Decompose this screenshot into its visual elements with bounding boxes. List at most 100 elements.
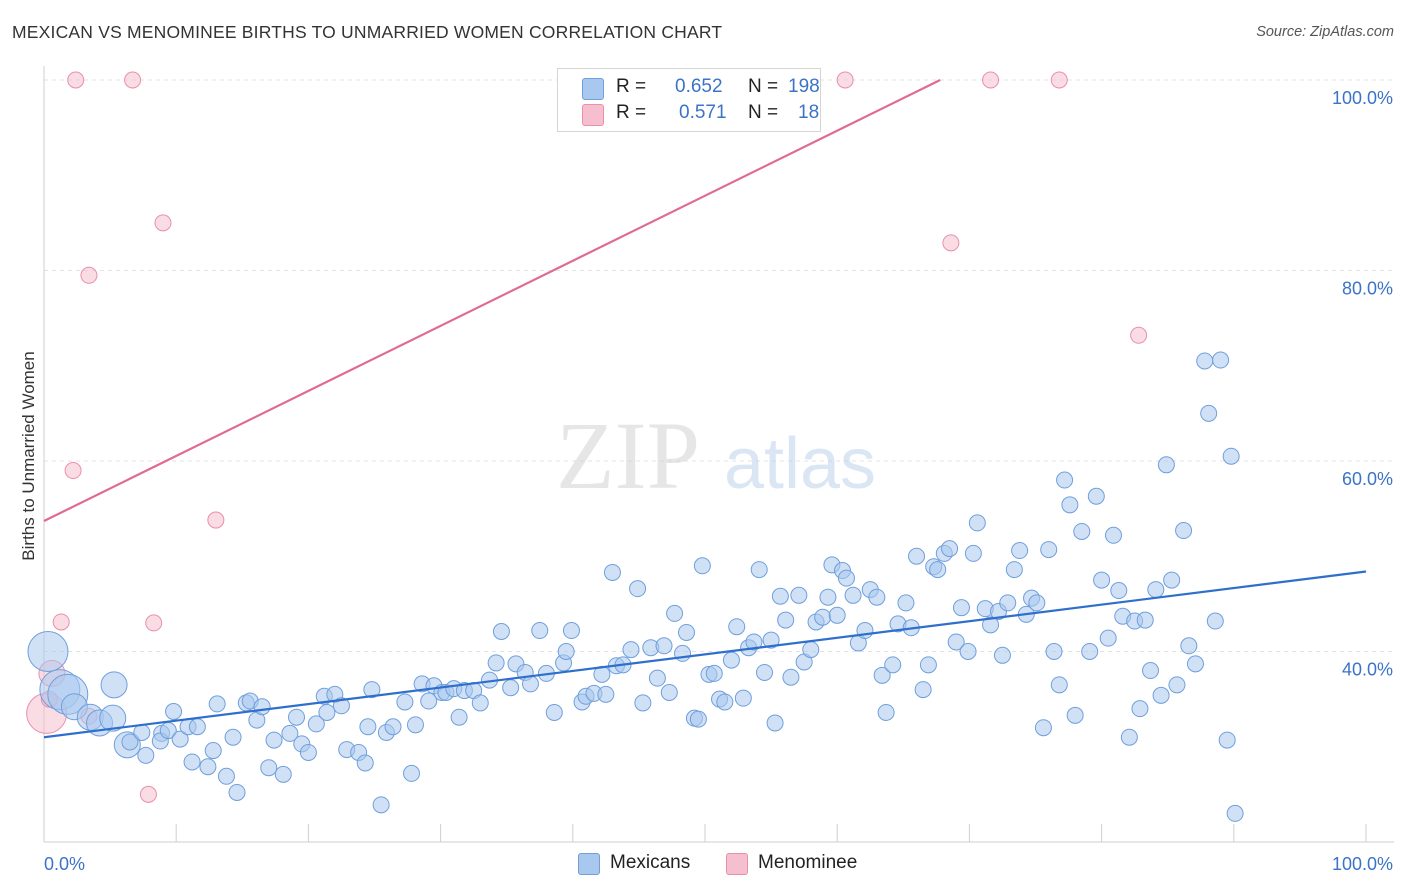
mexicans-point bbox=[629, 580, 647, 598]
mexicans-point bbox=[1093, 571, 1111, 589]
mexicans-point bbox=[299, 743, 317, 761]
mexicans-point bbox=[502, 679, 520, 697]
legend-n-label: N = bbox=[748, 102, 779, 123]
mexicans-point bbox=[1011, 542, 1029, 560]
mexicans-point bbox=[487, 654, 505, 672]
mexicans-point bbox=[1186, 655, 1204, 673]
mexicans-point bbox=[941, 540, 959, 558]
menominee-point bbox=[982, 71, 1000, 89]
mexicans-point bbox=[705, 664, 723, 682]
mexicans-point bbox=[873, 666, 891, 684]
bottom-legend-swatch-blue bbox=[578, 853, 600, 875]
mexicans-point bbox=[693, 557, 711, 575]
legend-n-value: 198 bbox=[788, 76, 820, 97]
mexicans-point bbox=[100, 671, 128, 699]
menominee-point bbox=[836, 71, 854, 89]
mexicans-point bbox=[363, 681, 381, 699]
mexicans-point bbox=[716, 693, 734, 711]
chart-title: MEXICAN VS MENOMINEE BIRTHS TO UNMARRIED… bbox=[12, 22, 723, 42]
mexicans-point bbox=[968, 514, 986, 532]
mexicans-point bbox=[844, 586, 862, 604]
mexicans-point bbox=[908, 547, 926, 565]
mexicans-point bbox=[634, 694, 652, 712]
mexicans-point bbox=[99, 704, 127, 732]
legend-n-label: N = bbox=[748, 76, 779, 97]
mexicans-point bbox=[1218, 731, 1236, 749]
mexicans-point bbox=[318, 703, 336, 721]
mexicans-point bbox=[384, 718, 402, 736]
mexicans-point bbox=[603, 563, 621, 581]
mexicans-point bbox=[919, 656, 937, 674]
mexicans-point bbox=[27, 631, 69, 672]
mexicans-point bbox=[372, 796, 390, 814]
mexicans-point bbox=[281, 724, 299, 742]
menominee-point bbox=[80, 266, 98, 284]
mexicans-point bbox=[982, 616, 1000, 634]
menominee-point bbox=[207, 511, 225, 529]
mexicans-point bbox=[622, 641, 640, 659]
mexicans-point bbox=[183, 753, 201, 771]
mexicans-point bbox=[406, 716, 424, 734]
mexicans-point bbox=[1073, 522, 1091, 540]
mexicans-point bbox=[403, 764, 421, 782]
legend: R = 0.652 N = 198 R = 0.571 N = 18 bbox=[557, 68, 821, 132]
mexicans-point bbox=[274, 765, 292, 783]
mexicans-point bbox=[396, 693, 414, 711]
x-tick-label-100: 100.0% bbox=[1332, 854, 1393, 874]
mexicans-point bbox=[359, 718, 377, 736]
mexicans-point bbox=[199, 758, 217, 776]
mexicans-point bbox=[121, 733, 139, 751]
mexicans-point bbox=[356, 754, 374, 772]
mexicans-point bbox=[332, 697, 350, 715]
mexicans-point bbox=[228, 783, 246, 801]
mexicans-point bbox=[814, 608, 832, 626]
mexicans-point bbox=[562, 622, 580, 640]
bottom-legend-label-mexicans: Mexicans bbox=[610, 852, 691, 873]
mexicans-point bbox=[133, 723, 151, 741]
mexicans-point bbox=[1206, 612, 1224, 630]
y-axis-title: Births to Unmarried Women bbox=[19, 351, 38, 560]
bottom-legend-swatch-pink bbox=[726, 853, 748, 875]
mexicans-point bbox=[868, 588, 886, 606]
mexicans-point bbox=[856, 622, 874, 640]
mexicans-point bbox=[260, 759, 278, 777]
mexicans-point bbox=[728, 618, 746, 636]
mexicans-point bbox=[1175, 522, 1193, 540]
mexicans-point bbox=[677, 623, 695, 641]
mexicans-point bbox=[755, 663, 773, 681]
legend-n-value: 18 bbox=[798, 102, 820, 123]
mexicans-point bbox=[762, 631, 780, 649]
legend-swatch-blue bbox=[582, 78, 604, 100]
mexicans-point bbox=[802, 641, 820, 659]
bottom-legend-label-menominee: Menominee bbox=[758, 852, 858, 873]
menominee-point bbox=[52, 613, 70, 631]
mexicans-point bbox=[1028, 594, 1046, 612]
mexicans-point bbox=[307, 715, 325, 733]
mexicans-point bbox=[265, 731, 283, 749]
mexicans-point bbox=[952, 599, 970, 617]
mexicans-point bbox=[557, 643, 575, 660]
mexicans-point bbox=[531, 622, 549, 640]
y-tick-label: 80.0% bbox=[1342, 279, 1393, 299]
mexicans-point bbox=[1087, 487, 1105, 505]
mexicans-point bbox=[929, 561, 947, 579]
mexicans-point bbox=[1196, 352, 1214, 370]
mexicans-point bbox=[897, 594, 915, 612]
mexicans-point bbox=[1066, 706, 1084, 724]
mexicans-point bbox=[1131, 700, 1149, 718]
mexicans-point bbox=[1050, 676, 1068, 694]
mexicans-point bbox=[1034, 719, 1052, 737]
menominee-point bbox=[1130, 326, 1148, 344]
menominee-point bbox=[942, 234, 960, 252]
mexicans-point bbox=[224, 728, 242, 746]
mexicans-point bbox=[1104, 526, 1122, 544]
y-tick-label: 40.0% bbox=[1342, 660, 1393, 680]
menominee-point bbox=[154, 214, 172, 232]
mexicans-point bbox=[771, 587, 789, 605]
watermark-zip: ZIP bbox=[556, 402, 700, 509]
mexicans-point bbox=[1142, 662, 1160, 680]
mexicans-point bbox=[204, 742, 222, 760]
mexicans-point bbox=[947, 633, 965, 651]
mexicans-point bbox=[782, 668, 800, 686]
